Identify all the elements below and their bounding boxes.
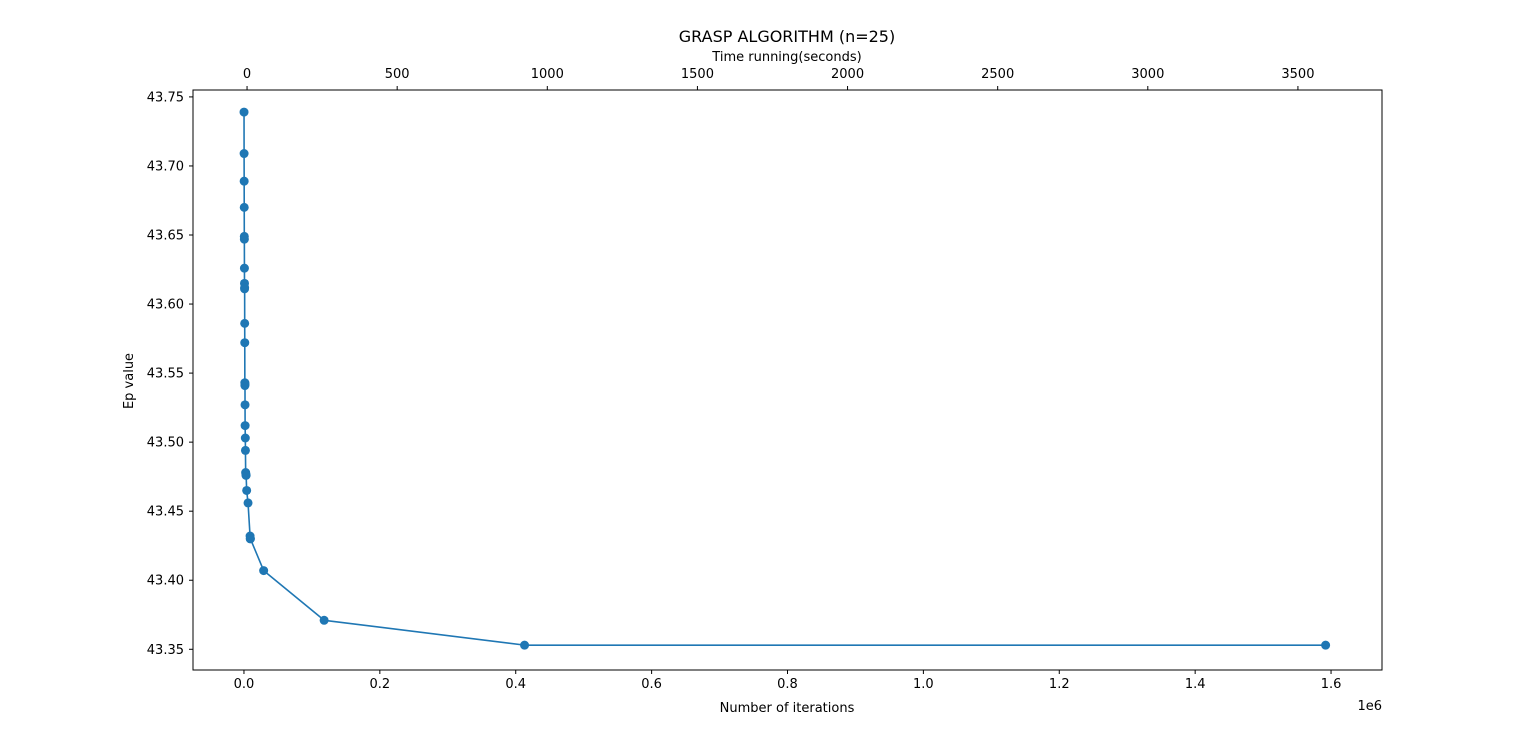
y-tick-label: 43.50 — [147, 436, 184, 451]
data-point — [239, 202, 249, 212]
data-point — [239, 234, 249, 244]
y-tick-label: 43.65 — [147, 229, 184, 244]
data-point — [239, 176, 249, 186]
x-tick-label: 1.6 — [1321, 677, 1342, 692]
y-tick-label: 43.70 — [147, 159, 184, 174]
data-point — [240, 445, 250, 455]
y-tick-label: 43.45 — [147, 505, 184, 520]
data-point — [245, 534, 255, 544]
data-point — [239, 107, 249, 117]
top-tick-label: 2000 — [831, 67, 864, 82]
x-tick-label: 0.0 — [234, 677, 255, 692]
x-tick-label: 1.4 — [1185, 677, 1206, 692]
data-point — [240, 318, 250, 328]
data-point — [239, 263, 249, 273]
top-tick-label: 0 — [243, 67, 251, 82]
top-tick-label: 1000 — [531, 67, 564, 82]
data-point — [259, 566, 269, 576]
data-point — [241, 470, 251, 480]
top-tick-label: 2500 — [981, 67, 1014, 82]
data-point — [240, 400, 250, 410]
data-point — [242, 485, 252, 495]
data-point — [520, 640, 530, 650]
top-axis-label: Time running(seconds) — [711, 50, 861, 65]
top-tick-label: 1500 — [681, 67, 714, 82]
data-point — [240, 338, 250, 348]
x-tick-label: 0.4 — [505, 677, 526, 692]
data-point — [239, 149, 249, 159]
data-point — [319, 615, 329, 625]
data-point — [240, 433, 250, 443]
y-tick-label: 43.60 — [147, 298, 184, 313]
top-tick-label: 3500 — [1281, 67, 1314, 82]
x-tick-label: 0.6 — [641, 677, 662, 692]
x-tick-label: 0.8 — [777, 677, 798, 692]
axes-layer: 0.0 0.2 0.4 0.6 0.8 1.0 1.2 1.4 1.6 0 500 1000 1500 2… — [147, 67, 1342, 692]
data-point — [240, 379, 250, 389]
y-axis-label: Ep value — [122, 353, 137, 409]
x-tick-label: 1.2 — [1049, 677, 1070, 692]
x-tick-label: 1.0 — [913, 677, 934, 692]
data-point — [240, 282, 250, 292]
data-point — [240, 421, 250, 431]
y-tick-label: 43.55 — [147, 367, 184, 382]
y-tick-label: 43.75 — [147, 90, 184, 105]
top-tick-label: 500 — [385, 67, 410, 82]
x-axis-offset-label: 1e6 — [1357, 699, 1382, 714]
data-point — [243, 498, 253, 508]
y-tick-label: 43.35 — [147, 643, 184, 658]
x-axis-label: Number of iterations — [720, 701, 855, 716]
top-tick-label: 3000 — [1131, 67, 1164, 82]
y-tick-label: 43.40 — [147, 574, 184, 589]
x-tick-label: 0.2 — [369, 677, 390, 692]
chart-title: GRASP ALGORITHM (n=25) — [679, 27, 895, 46]
plot-layer — [239, 107, 1331, 650]
data-point — [1321, 640, 1331, 650]
